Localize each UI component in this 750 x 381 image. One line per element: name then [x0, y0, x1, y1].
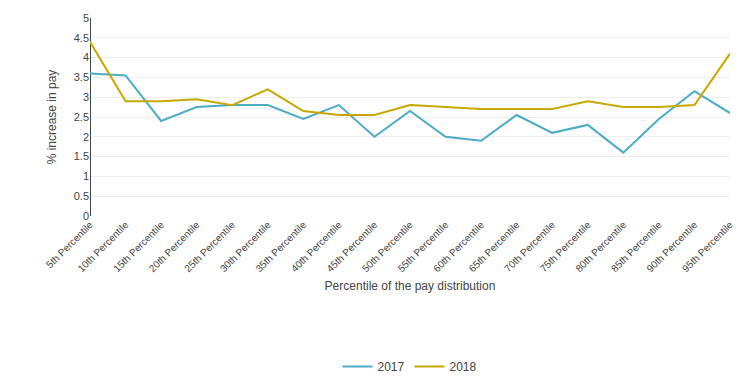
svg-text:35th Percentile: 35th Percentile	[253, 219, 308, 274]
svg-text:0: 0	[83, 210, 89, 222]
svg-text:% increase in pay: % increase in pay	[45, 70, 59, 165]
svg-text:80th Percentile: 80th Percentile	[573, 219, 628, 274]
svg-text:3.5: 3.5	[74, 71, 89, 83]
svg-text:90th Percentile: 90th Percentile	[644, 219, 699, 274]
svg-text:50th Percentile: 50th Percentile	[360, 219, 415, 274]
svg-text:1.5: 1.5	[74, 150, 89, 162]
svg-text:2: 2	[83, 131, 89, 143]
svg-text:2017: 2017	[378, 360, 405, 374]
svg-text:20th Percentile: 20th Percentile	[147, 219, 202, 274]
svg-text:85th Percentile: 85th Percentile	[609, 219, 664, 274]
svg-text:Percentile of the pay distribu: Percentile of the pay distribution	[325, 279, 496, 293]
svg-text:75th Percentile: 75th Percentile	[538, 219, 593, 274]
svg-text:3: 3	[83, 91, 89, 103]
svg-text:95th Percentile: 95th Percentile	[680, 219, 735, 274]
svg-text:15th Percentile: 15th Percentile	[111, 219, 166, 274]
svg-text:2.5: 2.5	[74, 111, 89, 123]
svg-text:45th Percentile: 45th Percentile	[324, 219, 379, 274]
svg-text:55th Percentile: 55th Percentile	[396, 219, 451, 274]
svg-text:65th Percentile: 65th Percentile	[467, 219, 522, 274]
svg-text:5: 5	[83, 12, 89, 24]
svg-text:40th Percentile: 40th Percentile	[289, 219, 344, 274]
svg-text:2018: 2018	[450, 360, 477, 374]
svg-text:4: 4	[83, 51, 89, 63]
svg-text:5th Percentile: 5th Percentile	[44, 219, 95, 270]
svg-text:30th Percentile: 30th Percentile	[218, 219, 273, 274]
svg-text:70th Percentile: 70th Percentile	[502, 219, 557, 274]
svg-text:60th Percentile: 60th Percentile	[431, 219, 486, 274]
svg-text:0.5: 0.5	[74, 190, 89, 202]
svg-text:4.5: 4.5	[74, 32, 89, 44]
svg-text:25th Percentile: 25th Percentile	[182, 219, 237, 274]
svg-text:10th Percentile: 10th Percentile	[76, 219, 131, 274]
svg-text:1: 1	[83, 170, 89, 182]
